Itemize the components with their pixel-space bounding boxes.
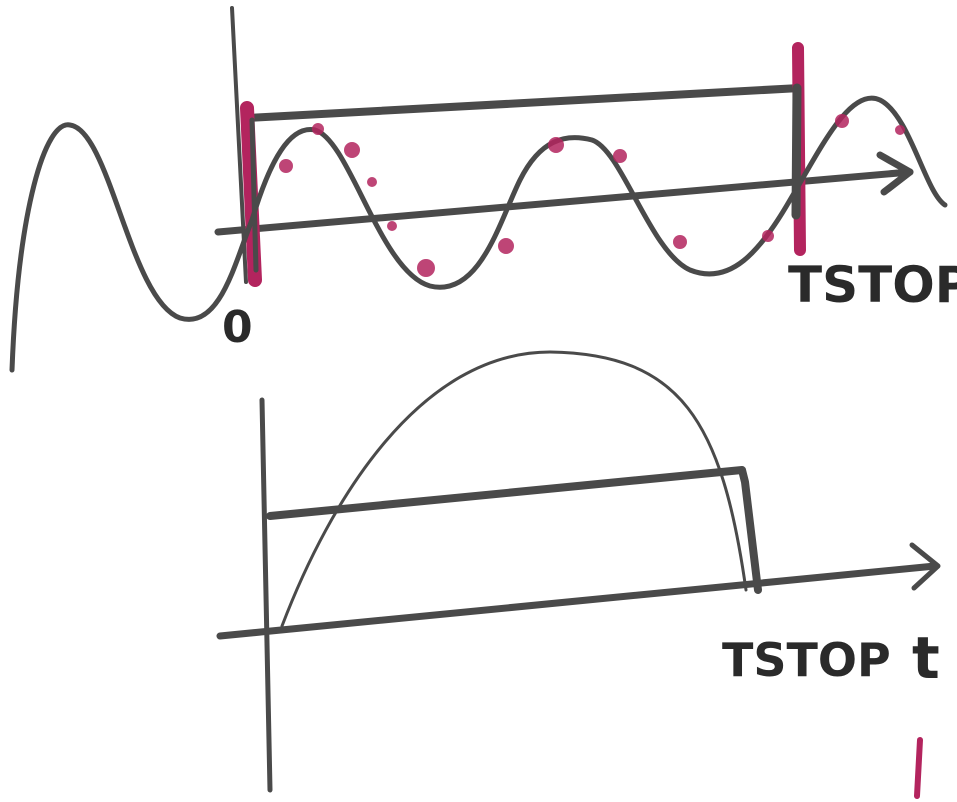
axis-label: t [912, 624, 940, 692]
sample-dot [673, 235, 687, 249]
sample-dot [548, 137, 564, 153]
sketch: 0 TSTOP TSTOP t [0, 0, 957, 802]
sample-dot [387, 221, 397, 231]
sample-dot [895, 125, 905, 135]
sample-dot [498, 238, 514, 254]
pink-stroke [917, 740, 920, 796]
stop-label: TSTOP [788, 256, 957, 314]
sample-dot [417, 259, 435, 277]
sample-dot [613, 149, 627, 163]
sample-dot [344, 142, 360, 158]
sample-dot [367, 177, 377, 187]
sample-dot [835, 114, 849, 128]
sample-dot [312, 123, 324, 135]
sample-dot [279, 159, 293, 173]
sample-dot [762, 230, 774, 242]
origin-label: 0 [222, 302, 253, 353]
stop-bar [796, 88, 797, 215]
stop-label: TSTOP [722, 633, 891, 687]
